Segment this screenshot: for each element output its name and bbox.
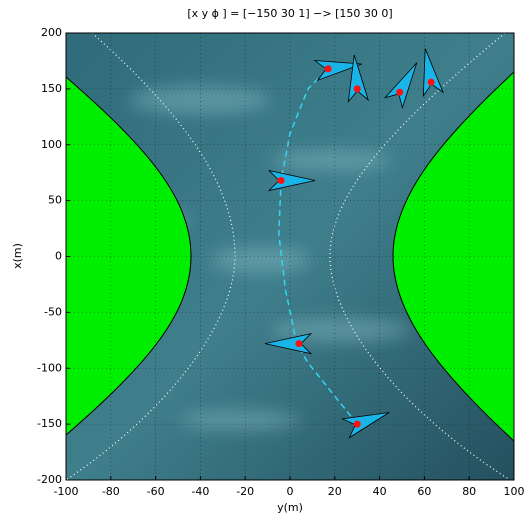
y-tick-label: -150 <box>37 417 62 430</box>
obstacle <box>66 76 192 436</box>
y-tick-label: 200 <box>41 26 62 39</box>
y-tick-label: -200 <box>37 473 62 486</box>
x-tick-label: 100 <box>504 485 525 498</box>
pose-point <box>353 85 361 93</box>
pose-point <box>353 420 361 428</box>
marks <box>264 48 444 439</box>
pose-point <box>396 88 404 96</box>
x-tick-label: 20 <box>328 485 342 498</box>
x-tick-label: -40 <box>191 485 209 498</box>
safety-boundary <box>66 33 236 480</box>
x-tick-label: -60 <box>147 485 165 498</box>
pose-point <box>427 78 435 86</box>
trajectory <box>278 68 358 425</box>
y-tick-label: 50 <box>48 194 62 207</box>
x-tick-label: 40 <box>373 485 387 498</box>
pose-point <box>324 65 332 73</box>
pose-point <box>295 340 303 348</box>
y-tick-label: 100 <box>41 138 62 151</box>
plot-background <box>66 33 514 480</box>
x-tick-label: 60 <box>417 485 431 498</box>
x-tick-label: 0 <box>287 485 294 498</box>
x-tick-label: -20 <box>236 485 254 498</box>
y-tick-label: 150 <box>41 82 62 95</box>
pose-point <box>277 177 285 185</box>
chart-title: [x y ϕ ] = [−150 30 1] −> [150 30 0] <box>187 7 392 20</box>
x-tick-label: -100 <box>54 485 79 498</box>
y-tick-label: -100 <box>37 361 62 374</box>
obstacle <box>392 71 514 442</box>
safety-boundary <box>329 33 511 480</box>
x-tick-label: -80 <box>102 485 120 498</box>
y-tick-label: 0 <box>55 250 62 263</box>
y-axis-label: x(m) <box>11 243 24 269</box>
x-tick-label: 80 <box>462 485 476 498</box>
y-tick-label: -50 <box>44 305 62 318</box>
x-axis-label: y(m) <box>277 501 303 514</box>
